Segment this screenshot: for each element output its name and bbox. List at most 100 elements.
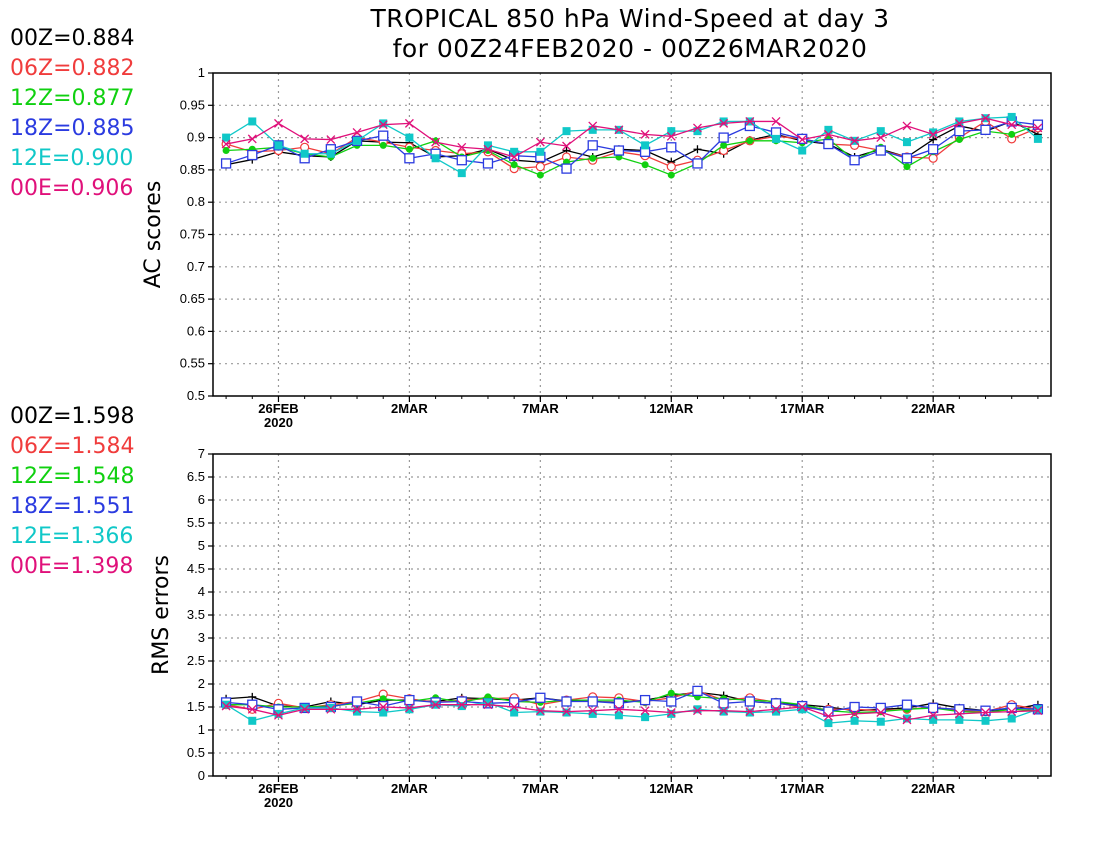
marker-18Z <box>849 155 860 166</box>
marker-18Z <box>482 158 494 169</box>
marker-00E <box>221 701 231 711</box>
ac-scores-panel: 0.5 0.55 0.6 0.65 0.7 0.75 0.8 0.85 0.9 0.95 1 26FE… <box>141 65 1052 430</box>
marker-00E <box>902 715 912 725</box>
marker-12E <box>955 117 964 126</box>
plot-frame <box>212 453 1052 777</box>
marker-12E <box>693 705 702 714</box>
marker-00E <box>954 709 964 719</box>
marker-00E <box>693 123 702 133</box>
chart-title-line1: TROPICAL 850 hPa Wind-Speed at day 3 <box>370 4 890 33</box>
marker-06Z <box>666 162 676 172</box>
x-tick-label: 7MAR <box>522 401 559 416</box>
marker-12Z <box>1008 130 1016 138</box>
marker-18Z <box>954 704 965 715</box>
marker-18Z <box>718 698 729 709</box>
marker-18Z <box>980 124 991 135</box>
marker-00E <box>535 706 545 716</box>
marker-12Z <box>589 154 597 162</box>
marker-00E <box>326 135 336 144</box>
marker-18Z <box>561 696 572 707</box>
marker-00Z <box>929 135 938 144</box>
marker-18Z <box>692 685 703 697</box>
y-tick-label: 1 <box>198 65 205 80</box>
y-tick-label: 0.6 <box>187 323 205 338</box>
marker-12E <box>536 707 545 716</box>
x-tick-label: 22MAR <box>911 781 956 796</box>
marker-12E <box>876 717 885 726</box>
marker-00E <box>588 121 598 131</box>
marker-12E <box>510 147 519 156</box>
marker-00E <box>614 125 624 135</box>
marker-18Z <box>587 696 598 707</box>
marker-00E <box>300 134 310 144</box>
marker-06Z <box>535 162 545 172</box>
marker-12Z <box>641 161 649 169</box>
marker-00E <box>457 700 467 710</box>
marker-00E <box>431 137 441 147</box>
marker-12E <box>824 719 833 728</box>
marker-00E <box>1007 120 1017 130</box>
legend-entry: 12Z=1.548 <box>10 464 135 489</box>
marker-18Z <box>718 132 729 143</box>
marker-00E <box>693 706 702 716</box>
marker-00E <box>640 706 650 716</box>
marker-12E <box>562 708 571 717</box>
marker-00E <box>745 707 755 717</box>
legend-entry: 06Z=0.882 <box>10 56 135 81</box>
legend-entry: 12E=0.900 <box>10 146 134 171</box>
marker-12E <box>588 125 597 134</box>
marker-12E <box>353 136 362 145</box>
marker-00E <box>981 708 990 717</box>
marker-18Z <box>351 696 363 707</box>
marker-12E <box>1033 134 1042 143</box>
marker-00E <box>457 142 467 152</box>
marker-12E <box>772 707 781 716</box>
marker-18Z <box>404 153 415 164</box>
marker-12E <box>798 146 807 155</box>
marker-12E <box>955 715 964 724</box>
marker-18Z <box>587 140 598 151</box>
marker-00E <box>274 118 283 128</box>
marker-18Z <box>849 701 860 713</box>
marker-12E <box>483 698 492 707</box>
marker-12E <box>719 707 728 716</box>
y-tick-label: 1.5 <box>187 699 205 714</box>
series-group <box>220 112 1044 179</box>
legend-entry: 12Z=0.877 <box>10 86 135 111</box>
marker-00E <box>274 710 283 720</box>
y-tick-label: 5 <box>198 538 205 553</box>
marker-18Z <box>456 155 467 166</box>
x-tick-label: 2MAR <box>391 401 428 416</box>
marker-12Z <box>955 136 963 144</box>
marker-18Z <box>247 699 258 710</box>
marker-00E <box>1007 707 1017 717</box>
y-tick-label: 0.55 <box>180 356 205 371</box>
y-tick-label: 4 <box>198 584 205 599</box>
marker-18Z <box>639 694 651 706</box>
marker-12E <box>1007 714 1016 723</box>
marker-12E <box>300 149 309 158</box>
marker-00E <box>404 703 414 713</box>
series-line-00E <box>225 117 1038 158</box>
marker-00E <box>823 711 833 721</box>
marker-00E <box>247 134 257 144</box>
marker-12E <box>614 711 623 720</box>
y-tick-label: 3 <box>198 630 205 645</box>
marker-12E <box>824 125 833 134</box>
marker-18Z <box>378 130 389 141</box>
marker-00E <box>771 704 781 714</box>
marker-00E <box>352 704 362 714</box>
marker-12E <box>719 117 728 126</box>
marker-18Z <box>875 702 886 714</box>
marker-00E <box>771 116 781 126</box>
marker-18Z <box>509 697 520 708</box>
marker-00E <box>247 704 257 714</box>
marker-12E <box>248 117 257 126</box>
marker-12E <box>326 149 335 158</box>
marker-00E <box>300 704 310 714</box>
marker-18Z <box>928 144 939 155</box>
marker-00E <box>745 116 755 126</box>
marker-18Z <box>901 699 913 710</box>
marker-12E <box>798 705 807 714</box>
